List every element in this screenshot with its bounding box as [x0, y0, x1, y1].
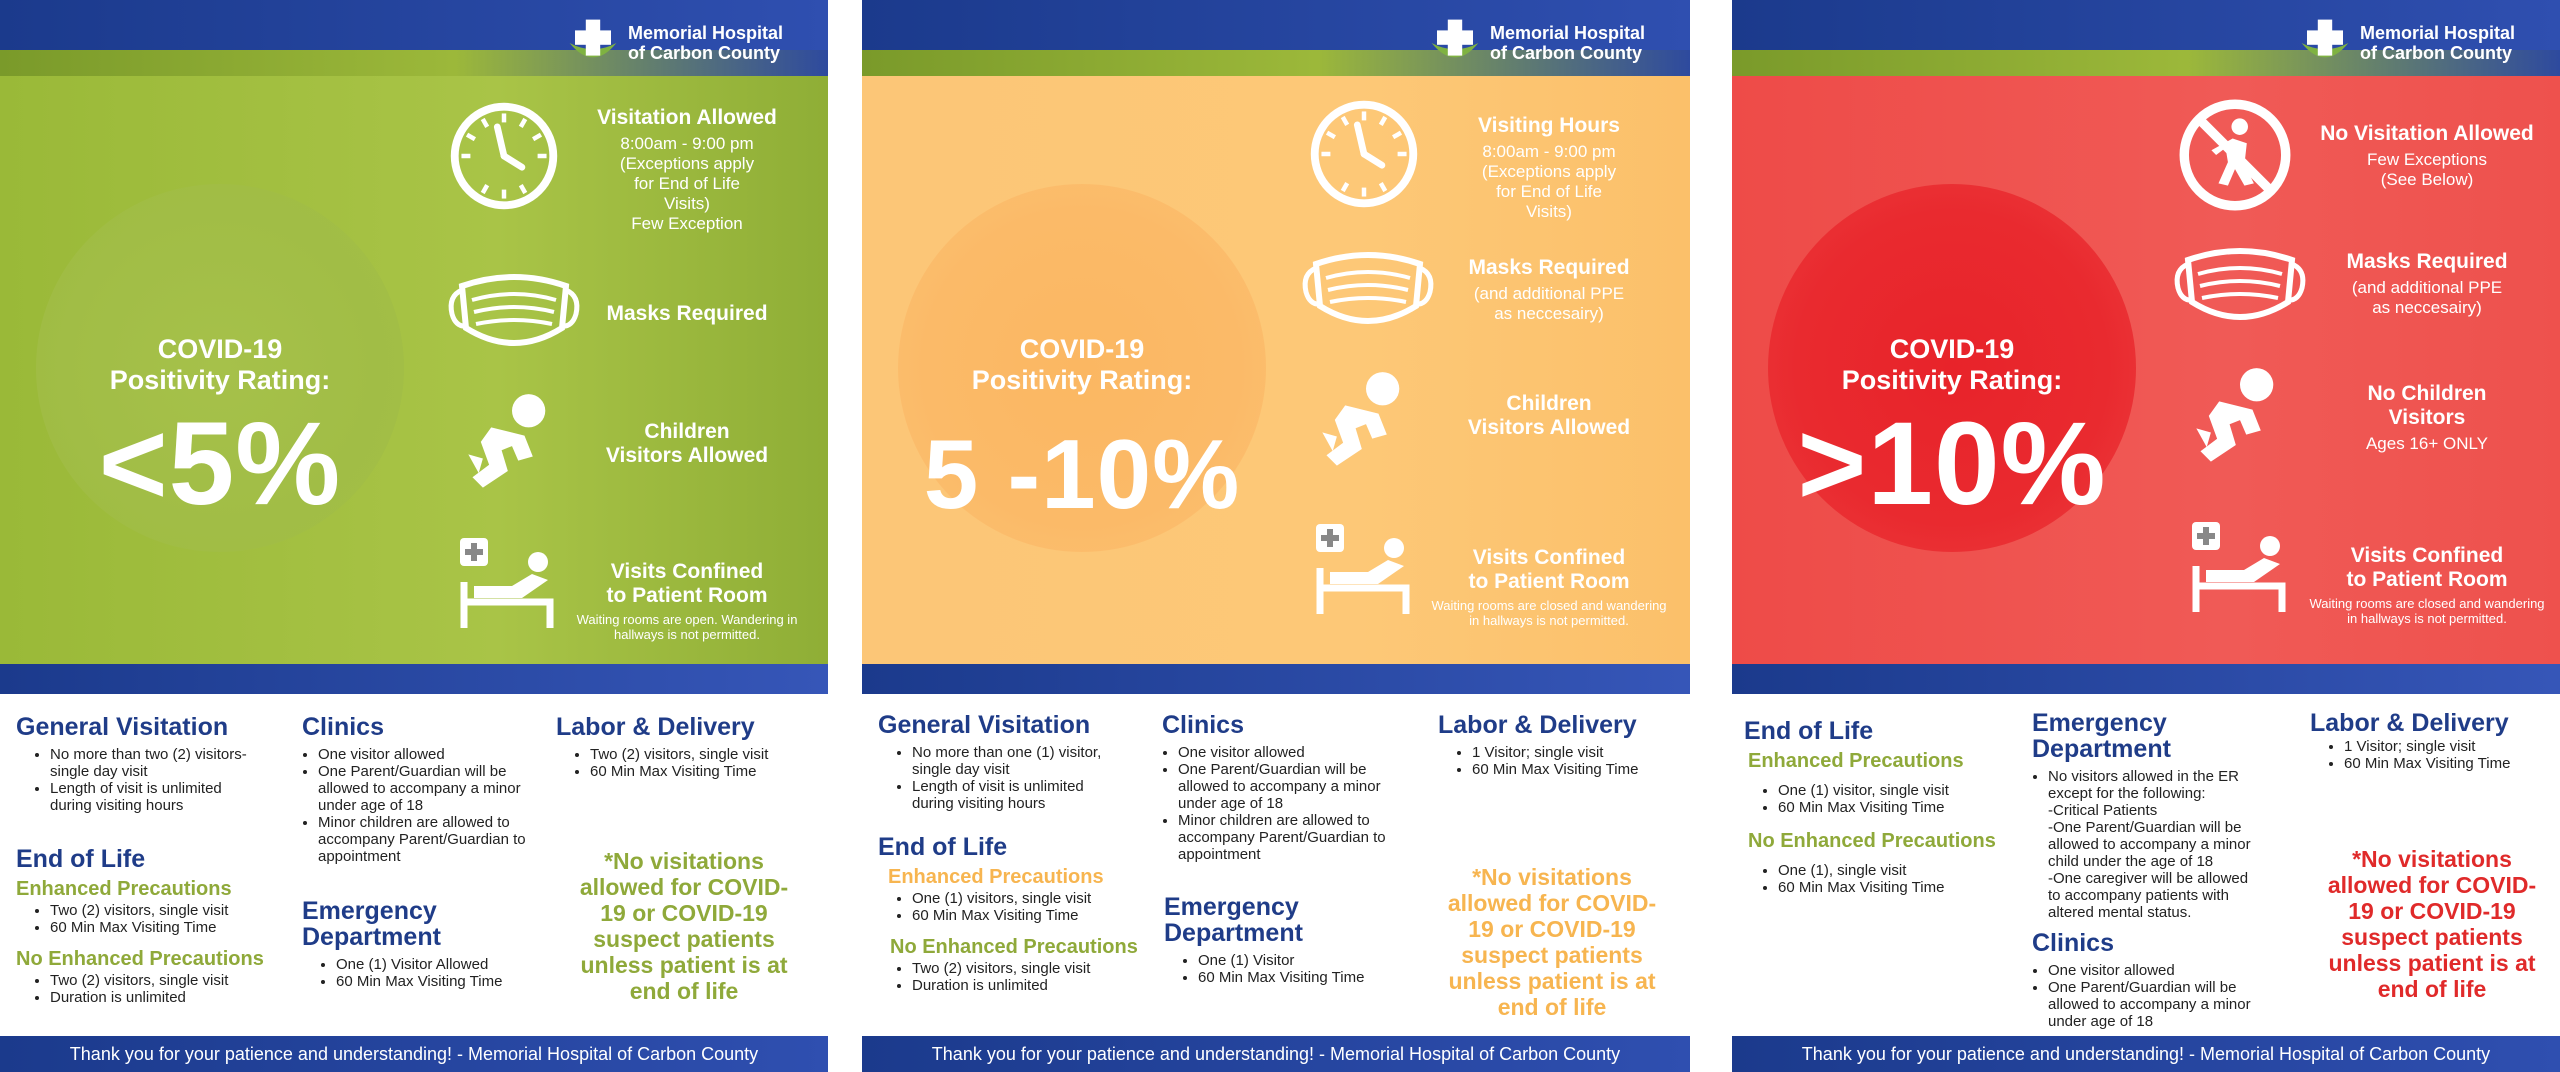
- covid-warning: *No visitations allowed for COVID- 19 or…: [579, 848, 789, 1004]
- poster-high: Memorial Hospital of Carbon County COVID-…: [1732, 0, 2560, 1072]
- top-bar: [0, 0, 828, 56]
- hospital-cross-icon: [566, 16, 620, 70]
- hospital-cross-icon: [2298, 16, 2352, 70]
- clinics: Clinics One visitor allowed One Parent/G…: [302, 714, 562, 865]
- end-of-life: End of Life Enhanced Precautions Two (2)…: [16, 846, 296, 1006]
- logo-text: Memorial Hospital of Carbon County: [1490, 23, 1646, 63]
- labor-delivery: Labor & Delivery 1 Visitor; single visit…: [2310, 710, 2560, 772]
- hero-panel: COVID-19 Positivity Rating: 5 -10% Visit…: [862, 76, 1690, 664]
- feature-visiting-hours: Visiting Hours 8:00am - 9:00 pm (Excepti…: [1478, 114, 1620, 221]
- hero-panel: COVID-19 Positivity Rating: >10% No Visi…: [1732, 76, 2560, 664]
- covid-warning: *No visitations allowed for COVID- 19 or…: [2327, 846, 2537, 1002]
- feature-children: Children Visitors Allowed: [1467, 392, 1631, 439]
- feature-confined: Visits Confined to Patient Room Waiting …: [2309, 544, 2545, 626]
- clinics: Clinics One visitor allowed One Parent/G…: [1162, 712, 1422, 863]
- child-icon: [1314, 370, 1418, 474]
- general-visitation: General Visitation No more than two (2) …: [16, 714, 286, 814]
- emergency-department: Emergency Department One (1) Visitor All…: [302, 898, 562, 990]
- feature-confined: Visits Confined to Patient Room Waiting …: [576, 560, 798, 642]
- hospital-logo: Memorial Hospital of Carbon County: [566, 14, 812, 72]
- footer-thanks: Thank you for your patience and understa…: [0, 1036, 828, 1072]
- rating-label: COVID-19 Positivity Rating:: [109, 334, 331, 395]
- ed-exceptions: -Critical Patients -One Parent/Guardian …: [2048, 802, 2251, 921]
- patient-bed-icon: [2184, 516, 2294, 616]
- poster-medium: Memorial Hospital of Carbon County COVID-…: [862, 0, 1690, 1072]
- child-icon: [460, 392, 564, 496]
- clinics: Clinics One visitor allowed One Parent/G…: [2032, 930, 2292, 1030]
- policy-section: End of Life Enhanced Precautions One (1)…: [1732, 694, 2560, 1036]
- logo-text: Memorial Hospital of Carbon County: [2360, 23, 2516, 63]
- patient-bed-icon: [1308, 518, 1418, 618]
- hero-panel: COVID-19 Positivity Rating: <5% Visitati…: [0, 76, 828, 664]
- feature-masks: Masks Required (and additional PPE as ne…: [2346, 250, 2508, 317]
- feature-visitation: Visitation Allowed 8:00am - 9:00 pm (Exc…: [597, 106, 777, 233]
- accent-stripe: [0, 50, 828, 76]
- emergency-department: Emergency Department No visitors allowed…: [2032, 710, 2292, 921]
- rating-circle: COVID-19 Positivity Rating: 5 -10%: [898, 184, 1266, 552]
- top-bar: [862, 0, 1690, 56]
- poster-low: Memorial Hospital of Carbon County COVID-…: [0, 0, 828, 1072]
- rating-label: COVID-19 Positivity Rating:: [971, 334, 1193, 395]
- rating-label: COVID-19 Positivity Rating:: [1841, 334, 2063, 395]
- end-of-life: End of Life Enhanced Precautions One (1)…: [878, 834, 1168, 994]
- feature-no-children: No Children Visitors Ages 16+ ONLY: [2365, 382, 2489, 453]
- rating-value: >10%: [1797, 398, 2107, 530]
- labor-delivery: Labor & Delivery 1 Visitor; single visit…: [1438, 712, 1688, 778]
- divider-bar: [1732, 664, 2560, 694]
- feature-children: Children Visitors Allowed: [605, 420, 769, 467]
- no-entry-icon: [2176, 96, 2294, 214]
- feature-masks: Masks Required: [606, 302, 768, 325]
- footer-thanks: Thank you for your patience and understa…: [862, 1036, 1690, 1072]
- rating-circle: COVID-19 Positivity Rating: <5%: [36, 184, 404, 552]
- clock-icon: [448, 100, 560, 212]
- rating-value: <5%: [98, 398, 342, 530]
- divider-bar: [862, 664, 1690, 694]
- policy-section: General Visitation No more than one (1) …: [862, 694, 1690, 1036]
- accent-stripe: [862, 50, 1690, 76]
- labor-delivery: Labor & Delivery Two (2) visitors, singl…: [556, 714, 816, 780]
- end-of-life: End of Life Enhanced Precautions One (1)…: [1744, 718, 2034, 896]
- rating-value: 5 -10%: [923, 419, 1241, 529]
- logo-text: Memorial Hospital of Carbon County: [628, 23, 784, 63]
- feature-no-visitation: No Visitation Allowed Few Exceptions (Se…: [2320, 122, 2534, 189]
- patient-bed-icon: [452, 532, 562, 632]
- hospital-logo: Memorial Hospital of Carbon County: [2298, 14, 2544, 72]
- top-bar: [1732, 0, 2560, 56]
- divider-bar: [0, 664, 828, 694]
- feature-masks: Masks Required (and additional PPE as ne…: [1468, 256, 1630, 323]
- general-visitation: General Visitation No more than one (1) …: [878, 712, 1158, 812]
- hospital-cross-icon: [1428, 16, 1482, 70]
- child-icon: [2188, 366, 2292, 470]
- accent-stripe: [1732, 50, 2560, 76]
- covid-warning: *No visitations allowed for COVID- 19 or…: [1447, 864, 1657, 1020]
- footer-thanks: Thank you for your patience and understa…: [1732, 1036, 2560, 1072]
- emergency-department: Emergency Department One (1) Visitor 60 …: [1164, 894, 1424, 986]
- mask-icon: [2170, 240, 2310, 330]
- feature-confined: Visits Confined to Patient Room Waiting …: [1431, 546, 1667, 628]
- hospital-logo: Memorial Hospital of Carbon County: [1428, 14, 1674, 72]
- policy-section: General Visitation No more than two (2) …: [0, 694, 828, 1036]
- rating-circle: COVID-19 Positivity Rating: >10%: [1768, 184, 2136, 552]
- clock-icon: [1308, 98, 1420, 210]
